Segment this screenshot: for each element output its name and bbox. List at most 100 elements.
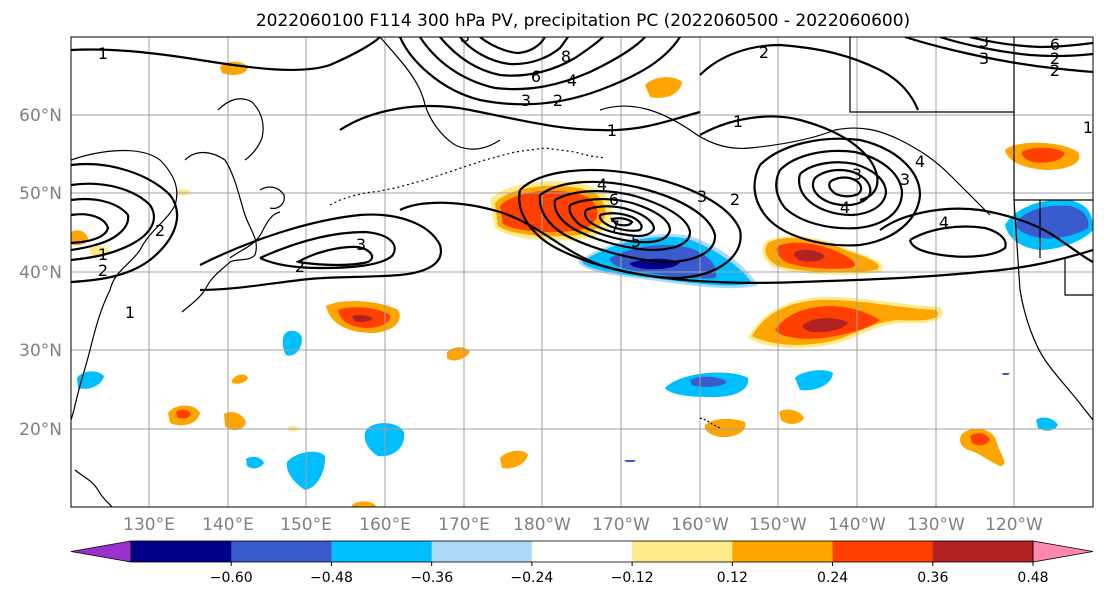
contour-label: 2 bbox=[730, 190, 740, 209]
colorbar-tick-label: −0.48 bbox=[310, 570, 353, 586]
precip-shading bbox=[71, 61, 1093, 507]
contour-label: 4 bbox=[597, 175, 607, 194]
lat-tick-label: 60°N bbox=[19, 106, 62, 126]
precip-positive-region bbox=[802, 318, 848, 333]
precip-positive-region bbox=[352, 501, 376, 507]
lon-tick-label: 150°E bbox=[280, 515, 332, 535]
contour-label: 4 bbox=[939, 213, 949, 232]
contour-label: 5 bbox=[631, 232, 641, 251]
colorbar-cell bbox=[331, 541, 433, 562]
precip-negative-region bbox=[77, 371, 104, 389]
colorbar-cell bbox=[531, 541, 633, 562]
contour-label: 2 bbox=[98, 261, 108, 280]
precip-positive-region bbox=[352, 314, 373, 322]
lon-tick-label: 160°E bbox=[359, 515, 411, 535]
map-frame bbox=[70, 36, 1094, 508]
contour-label: 3 bbox=[852, 165, 862, 184]
colorbar-cells bbox=[70, 540, 1094, 563]
contour-label: 7 bbox=[610, 217, 620, 236]
lon-tick-label: 150°W bbox=[749, 515, 807, 535]
lon-tick-label: 140°W bbox=[828, 515, 886, 535]
contour-label: 6 bbox=[531, 67, 541, 86]
colorbar-tick-label: 0.24 bbox=[817, 570, 848, 586]
map-panel: 1 2 3 8 6 4 3 2 1 2 1 2 3 4 6 7 5 3 2 1 … bbox=[71, 27, 1093, 507]
lon-tick-label: 120°W bbox=[985, 515, 1043, 535]
colorbar-ticks: −0.60 −0.48 −0.36 −0.24 −0.12 0.12 0.24 0.36 0.4… bbox=[210, 562, 1049, 586]
precip-positive-region bbox=[176, 189, 191, 196]
colorbar-frame bbox=[130, 540, 1034, 563]
colorbar-cell bbox=[832, 541, 934, 562]
contour-label: 2 bbox=[1050, 61, 1060, 80]
colorbar-tick-label: 0.36 bbox=[917, 570, 948, 586]
precip-positive-region bbox=[1021, 147, 1065, 163]
lon-tick-label: 160°W bbox=[671, 515, 729, 535]
precip-negative-region bbox=[1002, 373, 1010, 375]
lat-axis: 60°N 50°N 40°N 30°N 20°N bbox=[19, 106, 62, 440]
precip-positive-region bbox=[794, 249, 825, 262]
colorbar: −0.60 −0.48 −0.36 −0.24 −0.12 0.12 0.24 0.36 0.4… bbox=[70, 540, 1094, 586]
figure-title: 2022060100 F114 300 hPa PV, precipitatio… bbox=[256, 11, 910, 31]
colorbar-extend-low bbox=[70, 540, 132, 563]
precip-negative-region bbox=[364, 423, 405, 457]
contour-label: 2 bbox=[295, 257, 305, 276]
lon-tick-label: 130°E bbox=[123, 515, 175, 535]
precip-negative-region bbox=[246, 456, 264, 469]
contour-labels: 1 2 3 8 6 4 3 2 1 2 1 2 3 4 6 7 5 3 2 1 … bbox=[98, 27, 1093, 322]
precip-negative-region bbox=[1036, 417, 1058, 431]
lon-tick-label: 140°E bbox=[202, 515, 254, 535]
contour-label: 2 bbox=[759, 43, 769, 62]
contour-label: 1 bbox=[98, 245, 108, 264]
precip-positive-region bbox=[704, 418, 746, 438]
precip-positive-region bbox=[645, 77, 682, 98]
contour-label: 4 bbox=[915, 152, 925, 171]
contour-label: 3 bbox=[697, 187, 707, 206]
contour-label: 1 bbox=[733, 112, 743, 131]
precip-negative-region bbox=[624, 460, 636, 462]
contour-label: 1 bbox=[98, 44, 108, 63]
contour-label: 6 bbox=[1050, 35, 1060, 54]
lon-tick-label: 130°W bbox=[907, 515, 965, 535]
pv-contours bbox=[71, 37, 1093, 292]
contour-label: 8 bbox=[561, 47, 571, 66]
contour-label: 1 bbox=[1083, 118, 1093, 137]
lat-tick-label: 20°N bbox=[19, 420, 62, 440]
contour-label: 1 bbox=[607, 121, 617, 140]
precip-negative-region bbox=[690, 376, 727, 387]
contour-label: 3 bbox=[460, 27, 470, 46]
precip-positive-region bbox=[970, 433, 990, 446]
precip-positive-region bbox=[232, 374, 248, 384]
contour-label: 4 bbox=[567, 71, 577, 90]
precip-negative-region bbox=[1015, 205, 1089, 239]
colorbar-cell bbox=[932, 541, 1034, 562]
contour-label: 3 bbox=[521, 91, 531, 110]
colorbar-cell bbox=[732, 541, 834, 562]
contour-label: 2 bbox=[155, 221, 165, 240]
lat-tick-label: 30°N bbox=[19, 341, 62, 361]
colorbar-tick-label: −0.36 bbox=[410, 570, 453, 586]
colorbar-tick-label: −0.12 bbox=[611, 570, 654, 586]
precip-positive-region bbox=[224, 412, 246, 431]
contour-label: 2 bbox=[553, 91, 563, 110]
colorbar-cell bbox=[632, 541, 733, 562]
colorbar-tick-label: 0.12 bbox=[717, 570, 748, 586]
colorbar-tick-label: −0.24 bbox=[510, 570, 553, 586]
contour-label: 3 bbox=[979, 32, 989, 51]
lon-tick-label: 170°E bbox=[438, 515, 490, 535]
colorbar-tick-label: 0.48 bbox=[1017, 570, 1048, 586]
colorbar-extend-high bbox=[1032, 540, 1094, 563]
contour-label: 1 bbox=[125, 303, 135, 322]
precip-positive-region bbox=[500, 450, 528, 469]
lon-tick-label: 170°W bbox=[592, 515, 650, 535]
contour-label: 2 bbox=[1050, 49, 1060, 68]
contour-label: 3 bbox=[356, 235, 366, 254]
contour-label: 3 bbox=[900, 170, 910, 189]
contour-label: 3 bbox=[979, 49, 989, 68]
colorbar-tick-label: −0.60 bbox=[210, 570, 253, 586]
precip-negative-region bbox=[282, 330, 302, 356]
colorbar-cell bbox=[131, 541, 232, 562]
colorbar-cell bbox=[231, 541, 332, 562]
contour-label: 4 bbox=[840, 198, 850, 217]
lat-tick-label: 40°N bbox=[19, 263, 62, 283]
lat-tick-label: 50°N bbox=[19, 184, 62, 204]
